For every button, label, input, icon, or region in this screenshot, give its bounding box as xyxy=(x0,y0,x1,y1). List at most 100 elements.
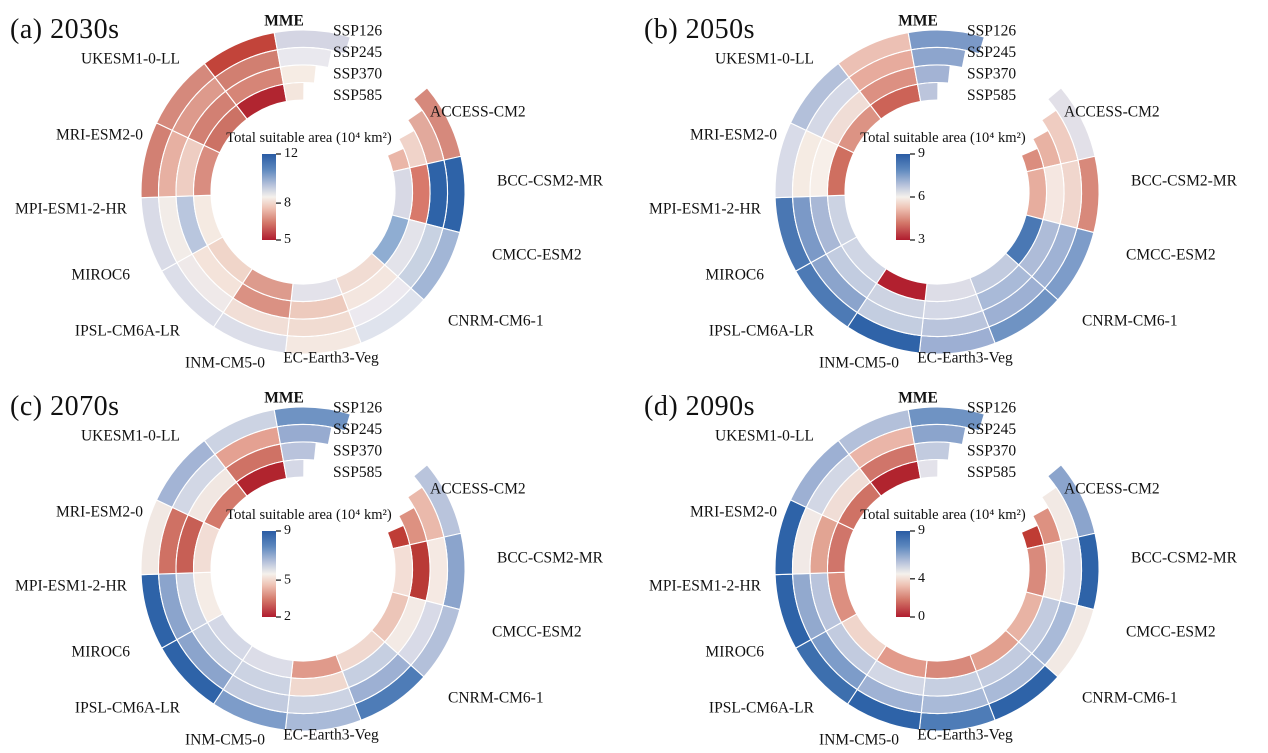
model-label-INM-CM5-0: INM-CM5-0 xyxy=(185,355,265,372)
colorbar-tick-label: 5 xyxy=(284,232,291,247)
model-label-MME: MME xyxy=(898,13,938,30)
colorbar-tick-label: 9 xyxy=(284,523,291,538)
panel-2070s: (c) 2070s ACCESS-CM2 BCC-CSM2-MR CMCC-ESM2… xyxy=(0,377,634,753)
model-label-MIROC6: MIROC6 xyxy=(705,267,764,284)
model-label-IPSL-CM6A-LR: IPSL-CM6A-LR xyxy=(709,700,815,717)
ring-separator xyxy=(809,64,1065,320)
model-label-CMCC-ESM2: CMCC-ESM2 xyxy=(492,624,582,641)
model-label-CMCC-ESM2: CMCC-ESM2 xyxy=(1126,624,1216,641)
model-label-MIROC6: MIROC6 xyxy=(705,644,764,661)
ring-separator xyxy=(193,82,413,302)
ring-label-SSP245: SSP245 xyxy=(333,421,382,438)
ring-separator xyxy=(827,459,1047,679)
ring-label-SSP585: SSP585 xyxy=(333,87,382,104)
heatmap-cell-MME-SSP370 xyxy=(913,64,951,85)
model-label-ACCESS-CM2: ACCESS-CM2 xyxy=(1064,104,1160,121)
model-label-CNRM-CM6-1: CNRM-CM6-1 xyxy=(1082,313,1178,330)
model-label-INM-CM5-0: INM-CM5-0 xyxy=(819,732,899,749)
colorbar-title: Total suitable area (10⁴ km²) xyxy=(860,130,1026,146)
model-label-MPI-ESM1-2-HR: MPI-ESM1-2-HR xyxy=(15,578,128,595)
ring-label-SSP245: SSP245 xyxy=(967,421,1016,438)
ring-separator xyxy=(175,441,431,697)
colorbar-tick-label: 4 xyxy=(918,571,925,586)
colorbar xyxy=(896,154,910,240)
heatmap-cell-MME-SSP370 xyxy=(279,64,317,85)
model-label-CMCC-ESM2: CMCC-ESM2 xyxy=(1126,247,1216,264)
colorbar-title: Total suitable area (10⁴ km²) xyxy=(226,130,392,146)
model-label-ACCESS-CM2: ACCESS-CM2 xyxy=(430,104,526,121)
colorbar-tick-label: 2 xyxy=(284,609,291,624)
heatmap-cell-BCC-CSM2-MR-SSP585 xyxy=(391,544,414,597)
ring-separator xyxy=(193,459,413,679)
model-label-EC-Earth3-Veg: EC-Earth3-Veg xyxy=(917,727,1013,744)
ring-label-SSP245: SSP245 xyxy=(967,44,1016,61)
circular-heatmap-2050s: ACCESS-CM2 BCC-CSM2-MR CMCC-ESM2 CNRM-CM6-1… xyxy=(649,13,1238,372)
heatmap-cell-BCC-CSM2-MR-SSP585 xyxy=(1025,544,1048,597)
ring-label-SSP585: SSP585 xyxy=(333,464,382,481)
model-label-INM-CM5-0: INM-CM5-0 xyxy=(819,355,899,372)
colorbar-tick-label: 6 xyxy=(918,189,925,204)
colorbar-title: Total suitable area (10⁴ km²) xyxy=(860,507,1026,523)
heatmap-cell-MME-SSP585 xyxy=(916,81,939,103)
model-label-EC-Earth3-Veg: EC-Earth3-Veg xyxy=(283,727,379,744)
panel-label-b: (b) 2050s xyxy=(644,14,756,45)
model-label-UKESM1-0-LL: UKESM1-0-LL xyxy=(81,428,180,445)
model-label-UKESM1-0-LL: UKESM1-0-LL xyxy=(715,428,814,445)
model-label-MRI-ESM2-0: MRI-ESM2-0 xyxy=(56,127,143,144)
colorbar-tick-label: 5 xyxy=(284,572,291,587)
ring-label-SSP126: SSP126 xyxy=(333,23,382,40)
ring-label-SSP370: SSP370 xyxy=(967,443,1016,460)
colorbar xyxy=(896,531,910,617)
model-label-BCC-CSM2-MR: BCC-CSM2-MR xyxy=(1131,173,1238,190)
ring-label-SSP370: SSP370 xyxy=(333,443,382,460)
model-label-MME: MME xyxy=(264,390,304,407)
panel-2090s: (d) 2090s ACCESS-CM2 BCC-CSM2-MR CMCC-ESM2… xyxy=(634,377,1268,753)
model-label-MIROC6: MIROC6 xyxy=(71,644,130,661)
model-label-CNRM-CM6-1: CNRM-CM6-1 xyxy=(448,313,544,330)
heatmap-cell-MME-SSP370 xyxy=(913,441,951,462)
colorbar-tick-label: 9 xyxy=(918,523,925,538)
model-label-IPSL-CM6A-LR: IPSL-CM6A-LR xyxy=(75,700,181,717)
model-label-UKESM1-0-LL: UKESM1-0-LL xyxy=(715,51,814,68)
heatmap-cell-MME-SSP585 xyxy=(282,81,305,103)
colorbar-title: Total suitable area (10⁴ km²) xyxy=(226,507,392,523)
model-label-INM-CM5-0: INM-CM5-0 xyxy=(185,732,265,749)
panel-label-a: (a) 2030s xyxy=(10,14,120,45)
ring-label-SSP370: SSP370 xyxy=(333,66,382,83)
model-label-MRI-ESM2-0: MRI-ESM2-0 xyxy=(56,504,143,521)
ring-separator xyxy=(175,64,431,320)
ring-label-SSP126: SSP126 xyxy=(333,400,382,417)
ring-separator xyxy=(827,82,1047,302)
model-label-MPI-ESM1-2-HR: MPI-ESM1-2-HR xyxy=(15,201,128,218)
ring-label-SSP370: SSP370 xyxy=(967,66,1016,83)
heatmap-cell-MME-SSP585 xyxy=(916,458,939,480)
colorbar xyxy=(262,531,276,617)
circular-heatmap-2090s: ACCESS-CM2 BCC-CSM2-MR CMCC-ESM2 CNRM-CM6-1… xyxy=(649,390,1238,749)
ring-label-SSP585: SSP585 xyxy=(967,464,1016,481)
ring-label-SSP126: SSP126 xyxy=(967,400,1016,417)
model-label-ACCESS-CM2: ACCESS-CM2 xyxy=(430,481,526,498)
colorbar-tick-label: 12 xyxy=(284,146,298,161)
model-label-IPSL-CM6A-LR: IPSL-CM6A-LR xyxy=(75,323,181,340)
model-label-BCC-CSM2-MR: BCC-CSM2-MR xyxy=(497,550,604,567)
model-label-UKESM1-0-LL: UKESM1-0-LL xyxy=(81,51,180,68)
circular-heatmap-2070s: ACCESS-CM2 BCC-CSM2-MR CMCC-ESM2 CNRM-CM6-1… xyxy=(15,390,604,749)
colorbar xyxy=(262,154,276,240)
colorbar-tick-label: 9 xyxy=(918,146,925,161)
model-label-IPSL-CM6A-LR: IPSL-CM6A-LR xyxy=(709,323,815,340)
model-label-MPI-ESM1-2-HR: MPI-ESM1-2-HR xyxy=(649,201,762,218)
panel-2050s: (b) 2050s ACCESS-CM2 BCC-CSM2-MR CMCC-ESM2… xyxy=(634,0,1268,376)
model-label-BCC-CSM2-MR: BCC-CSM2-MR xyxy=(1131,550,1238,567)
model-label-MIROC6: MIROC6 xyxy=(71,267,130,284)
heatmap-cell-BCC-CSM2-MR-SSP585 xyxy=(1025,167,1048,220)
model-label-MME: MME xyxy=(898,390,938,407)
model-label-MME: MME xyxy=(264,13,304,30)
model-label-BCC-CSM2-MR: BCC-CSM2-MR xyxy=(497,173,604,190)
ring-label-SSP245: SSP245 xyxy=(333,44,382,61)
ring-separator xyxy=(809,441,1065,697)
ring-label-SSP126: SSP126 xyxy=(967,23,1016,40)
model-label-CNRM-CM6-1: CNRM-CM6-1 xyxy=(1082,690,1178,707)
model-label-EC-Earth3-Veg: EC-Earth3-Veg xyxy=(917,350,1013,367)
heatmap-cell-MME-SSP585 xyxy=(282,458,305,480)
